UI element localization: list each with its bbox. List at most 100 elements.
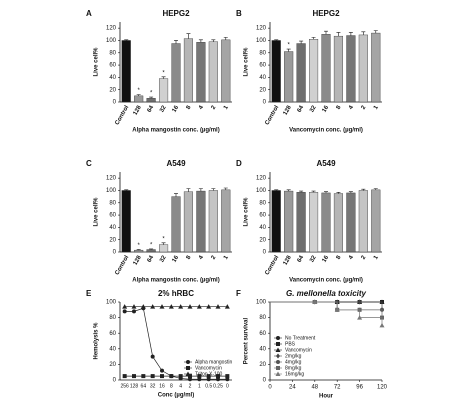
- bar: [158, 244, 169, 253]
- x-tick-label: 8: [336, 104, 343, 110]
- legend-marker: [275, 347, 281, 352]
- error-bar: [149, 96, 154, 99]
- y-tick-label: 100: [256, 300, 267, 306]
- y-tick-label: 120: [106, 176, 117, 182]
- x-tick-label: 2: [189, 383, 192, 389]
- error-bar: [286, 189, 291, 192]
- y-tick-label: 20: [109, 87, 116, 93]
- y-tick-label: 60: [109, 63, 116, 69]
- bar: [158, 78, 169, 103]
- marker: [197, 374, 202, 379]
- x-tick-label: 8: [186, 254, 193, 260]
- bar: [309, 192, 319, 253]
- bar: [358, 34, 368, 103]
- bar: [134, 249, 144, 253]
- x-tick-label: 64: [297, 254, 306, 263]
- x-tick-label: 96: [356, 385, 363, 391]
- x-tick-label: Control: [264, 105, 280, 127]
- marker: [312, 299, 318, 304]
- error-bar: [286, 48, 291, 52]
- error-bar: [324, 191, 328, 193]
- bar: [346, 192, 356, 253]
- x-tick-label: 4: [198, 254, 205, 260]
- marker: [197, 377, 202, 382]
- legend-marker: [276, 353, 280, 359]
- x-tick-label: 128: [133, 104, 144, 116]
- error-bar: [348, 32, 353, 36]
- significance: *: [137, 88, 140, 94]
- marker: [188, 377, 192, 382]
- legend-marker: [276, 366, 280, 370]
- x-axis-label: Vancomycin conc. (µg/ml): [289, 128, 363, 134]
- y-tick-label: 20: [259, 87, 266, 93]
- legend-marker: [186, 360, 190, 364]
- x-tick-label: 1: [198, 383, 201, 389]
- error-bar: [223, 37, 228, 40]
- y-tick-label: 60: [109, 331, 116, 337]
- y-tick-label: 40: [259, 75, 266, 81]
- legend-label: Vancomycin: [285, 347, 312, 353]
- error-bar: [124, 39, 129, 41]
- step-segment: [314, 301, 338, 310]
- x-tick-label: 64: [141, 383, 147, 389]
- x-tick-label: 2: [361, 104, 368, 110]
- bar: [309, 39, 319, 103]
- x-tick-label: 2: [211, 104, 218, 110]
- error-bar: [361, 31, 366, 35]
- significance: *: [162, 236, 165, 242]
- legend-marker: [276, 360, 280, 364]
- bar: [208, 190, 218, 253]
- x-tick-label: 32: [159, 104, 168, 113]
- panel-letter: F: [236, 289, 241, 298]
- x-tick-label: 128: [133, 254, 144, 266]
- error-bar: [336, 32, 341, 37]
- y-tick-label: 0: [113, 100, 117, 106]
- y-tick-label: 40: [109, 225, 116, 231]
- y-tick-label: 100: [106, 300, 117, 306]
- marker: [224, 304, 230, 309]
- y-tick-label: 40: [109, 346, 116, 352]
- bar: [134, 95, 144, 103]
- error-bar: [186, 188, 191, 192]
- x-tick-label: Control: [264, 255, 280, 277]
- x-tick-label: 64: [297, 104, 306, 113]
- y-tick-label: 120: [256, 176, 267, 182]
- chart-title: HEPG2: [162, 9, 190, 18]
- x-axis-label: Hour: [319, 394, 334, 400]
- marker: [178, 374, 183, 379]
- y-tick-label: 0: [113, 250, 117, 256]
- marker: [196, 304, 202, 309]
- chart-title: 2% hRBC: [158, 289, 194, 298]
- error-bar: [348, 191, 353, 193]
- marker: [131, 304, 137, 309]
- y-tick-label: 40: [259, 346, 266, 352]
- marker: [178, 304, 184, 309]
- bar: [196, 42, 206, 103]
- bar: [221, 39, 231, 103]
- y-tick-label: 0: [113, 378, 117, 384]
- step-segment: [314, 301, 338, 310]
- step-segment: [359, 301, 383, 310]
- error-bar: [174, 193, 178, 197]
- bar: [121, 40, 131, 103]
- error-bar: [161, 242, 166, 245]
- bar: [271, 40, 281, 103]
- step-segment: [359, 309, 383, 318]
- y-tick-label: 60: [259, 63, 266, 69]
- marker: [216, 374, 220, 379]
- error-bar: [274, 189, 279, 191]
- y-tick-label: 80: [259, 315, 266, 321]
- error-bar: [311, 190, 316, 193]
- y-tick-label: 20: [259, 237, 266, 243]
- panel-letter: C: [86, 159, 92, 168]
- legend-marker: [276, 336, 280, 340]
- panel-letter: B: [236, 9, 242, 18]
- y-tick-label: 20: [109, 237, 116, 243]
- y-axis-label: Live cell%: [94, 47, 100, 77]
- y-tick-label: 0: [263, 378, 267, 384]
- x-tick-label: 4: [198, 104, 205, 110]
- error-bar: [198, 39, 203, 43]
- y-tick-label: 40: [109, 75, 116, 81]
- marker: [122, 309, 127, 314]
- x-tick-label: Control: [114, 255, 130, 277]
